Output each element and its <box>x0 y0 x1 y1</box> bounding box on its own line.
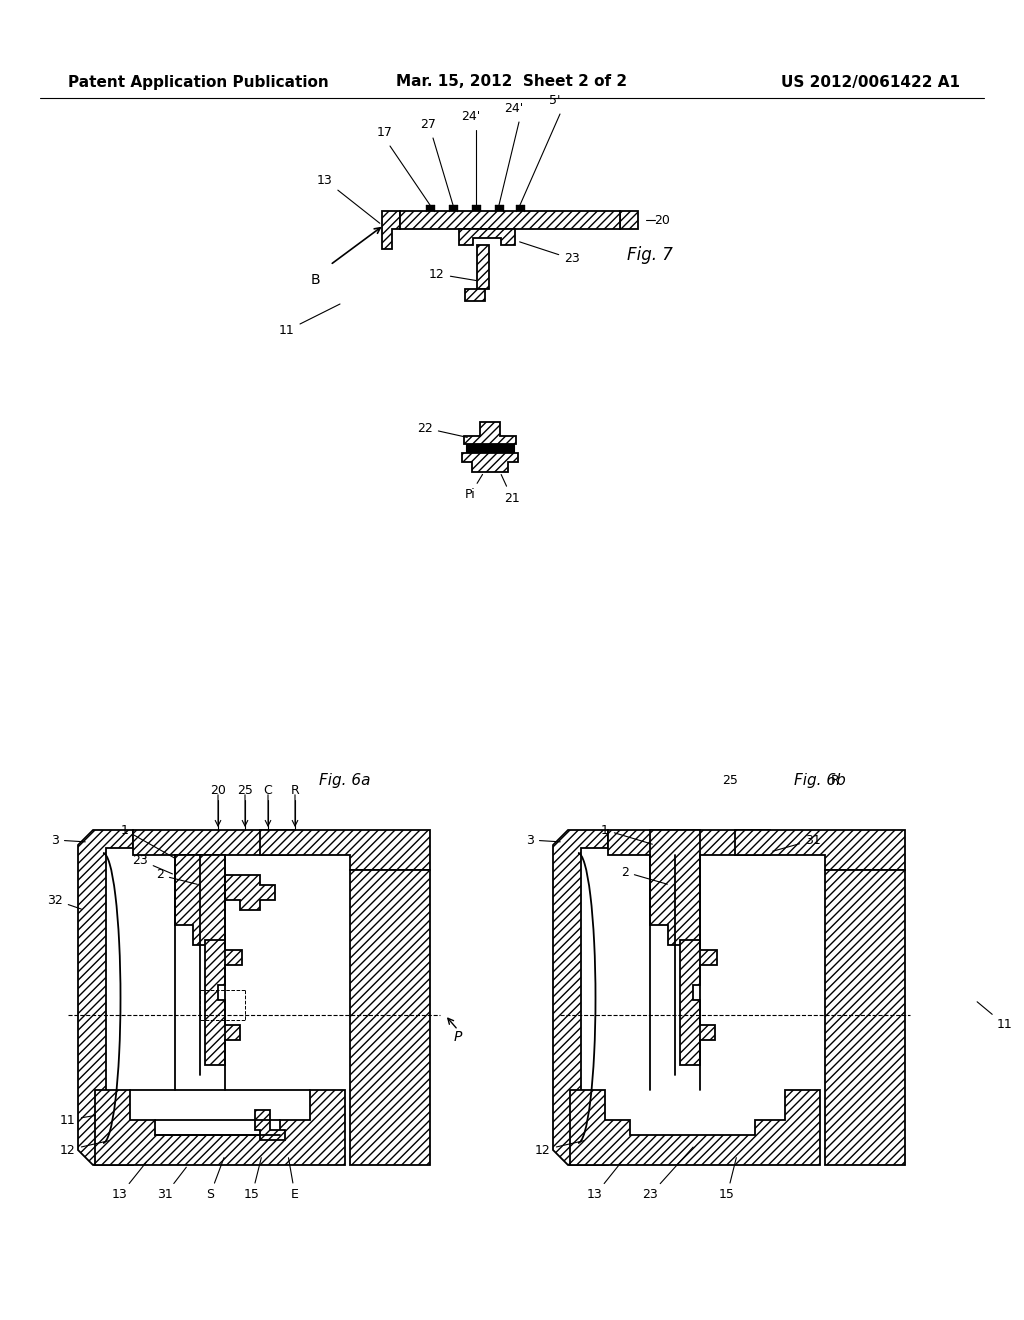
Text: 12: 12 <box>536 1140 585 1156</box>
Text: 13: 13 <box>587 1162 622 1201</box>
Text: Mar. 15, 2012  Sheet 2 of 2: Mar. 15, 2012 Sheet 2 of 2 <box>396 74 628 90</box>
Text: US 2012/0061422 A1: US 2012/0061422 A1 <box>781 74 961 90</box>
Text: 15: 15 <box>244 1158 261 1201</box>
Text: 23: 23 <box>132 854 172 874</box>
Polygon shape <box>260 830 430 870</box>
Bar <box>400 211 620 228</box>
Text: 31: 31 <box>157 1167 186 1201</box>
Polygon shape <box>553 830 608 1166</box>
Text: 20: 20 <box>210 784 226 796</box>
Text: 20: 20 <box>654 214 670 227</box>
Text: R: R <box>291 784 299 796</box>
Text: 3: 3 <box>51 833 85 846</box>
Polygon shape <box>205 940 242 1065</box>
Polygon shape <box>133 830 295 855</box>
Polygon shape <box>462 453 518 473</box>
Polygon shape <box>382 211 400 249</box>
Bar <box>472 205 480 211</box>
Polygon shape <box>825 870 905 1166</box>
Polygon shape <box>650 830 700 945</box>
Polygon shape <box>680 940 717 1065</box>
Text: 21: 21 <box>501 474 520 504</box>
Text: P: P <box>454 1030 462 1044</box>
Bar <box>466 444 514 453</box>
Text: 22: 22 <box>417 421 467 437</box>
Text: 17: 17 <box>377 127 393 140</box>
Text: 13: 13 <box>317 173 380 223</box>
Text: 12: 12 <box>429 268 476 281</box>
Polygon shape <box>78 830 133 1166</box>
Polygon shape <box>459 228 515 246</box>
Bar <box>477 246 489 289</box>
Text: 32: 32 <box>47 894 81 909</box>
Text: 11: 11 <box>60 1114 95 1126</box>
Text: 31: 31 <box>773 833 821 851</box>
Bar <box>495 205 503 211</box>
Text: 25: 25 <box>238 784 253 796</box>
Text: 1: 1 <box>121 824 175 858</box>
Text: 13: 13 <box>112 1162 146 1201</box>
Text: 15: 15 <box>719 1158 736 1201</box>
Polygon shape <box>465 289 485 301</box>
Text: 2: 2 <box>156 869 198 884</box>
Bar <box>449 205 457 211</box>
Polygon shape <box>350 870 430 1166</box>
Text: E: E <box>289 1158 299 1201</box>
Text: 2: 2 <box>622 866 668 884</box>
Text: Patent Application Publication: Patent Application Publication <box>68 74 329 90</box>
Text: Pi: Pi <box>465 474 482 502</box>
Text: 24': 24' <box>505 103 523 116</box>
Text: 23: 23 <box>519 242 580 265</box>
Text: S: S <box>206 1158 224 1201</box>
Polygon shape <box>255 1110 285 1140</box>
Text: 24': 24' <box>462 111 480 124</box>
Text: 11: 11 <box>280 323 295 337</box>
Polygon shape <box>735 830 905 870</box>
Polygon shape <box>620 211 638 228</box>
Polygon shape <box>464 422 516 444</box>
Text: Fig. 6a: Fig. 6a <box>319 772 371 788</box>
Text: C: C <box>263 784 272 796</box>
Text: 12: 12 <box>60 1140 110 1156</box>
Polygon shape <box>608 830 770 855</box>
Text: 23: 23 <box>642 1147 693 1201</box>
Text: 27: 27 <box>420 119 436 132</box>
Text: R: R <box>830 774 840 787</box>
Text: Fig. 7: Fig. 7 <box>627 246 673 264</box>
Polygon shape <box>95 1090 345 1166</box>
Text: Fig. 6b: Fig. 6b <box>795 772 846 788</box>
Text: 5': 5' <box>549 95 561 107</box>
Polygon shape <box>225 875 275 909</box>
Text: 3: 3 <box>526 833 560 846</box>
Polygon shape <box>570 1090 820 1166</box>
Bar <box>516 205 524 211</box>
Text: 25: 25 <box>722 774 738 787</box>
Bar <box>426 205 434 211</box>
Text: B: B <box>310 273 319 286</box>
Text: 11: 11 <box>977 1002 1013 1031</box>
Polygon shape <box>175 855 225 945</box>
Text: 1: 1 <box>601 824 652 845</box>
